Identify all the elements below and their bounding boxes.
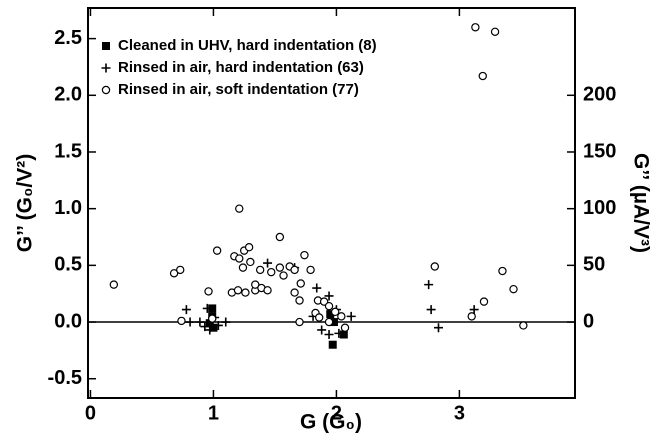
- y-axis-label: G’’ (G₀/V²): [14, 154, 37, 253]
- point: [479, 297, 489, 306]
- point: [498, 266, 507, 276]
- point: [324, 330, 334, 340]
- y-tick-label: 1.0: [54, 197, 82, 219]
- point: [251, 280, 260, 289]
- point: [241, 288, 250, 297]
- point: [490, 27, 500, 37]
- point: [324, 301, 334, 311]
- y-tick-label: -0.5: [48, 367, 82, 389]
- point: [263, 286, 272, 295]
- legend-marker: [102, 42, 110, 50]
- point: [200, 322, 210, 332]
- point: [169, 269, 179, 278]
- point: [337, 312, 346, 321]
- point: [177, 316, 186, 326]
- point: [233, 286, 243, 295]
- point: [315, 313, 324, 322]
- point: [430, 262, 440, 271]
- legend-marker: [101, 85, 111, 95]
- point: [263, 258, 273, 268]
- point: [329, 318, 338, 327]
- point: [204, 287, 213, 296]
- point: [519, 321, 528, 330]
- x-tick-label: 2: [331, 402, 342, 424]
- y-tick-label: 1.5: [54, 140, 82, 162]
- point: [471, 23, 480, 32]
- point: [279, 271, 288, 280]
- point: [295, 296, 304, 305]
- y2-tick-label: 0: [583, 310, 594, 332]
- y-tick-label: 0.0: [54, 310, 82, 332]
- point: [290, 288, 299, 297]
- point: [255, 265, 265, 275]
- point: [109, 280, 119, 289]
- point: [181, 305, 191, 315]
- point: [208, 304, 217, 313]
- point: [328, 340, 337, 349]
- y-tick-label: 2.5: [54, 27, 82, 49]
- legend-label: Cleaned in UHV, hard indentation (8): [118, 37, 377, 54]
- point: [221, 317, 231, 327]
- point: [317, 325, 327, 335]
- point: [208, 314, 217, 323]
- point: [244, 243, 254, 252]
- point: [290, 265, 299, 275]
- point: [324, 317, 334, 327]
- legend-marker: [101, 63, 111, 73]
- y2-tick-label: 100: [583, 197, 616, 219]
- y2-tick-label: 50: [583, 254, 605, 276]
- point: [296, 279, 305, 288]
- point: [433, 323, 443, 333]
- point: [205, 325, 215, 335]
- point: [340, 323, 350, 332]
- point: [275, 263, 285, 272]
- point: [469, 305, 479, 315]
- point: [195, 317, 205, 327]
- x-tick-label: 0: [85, 402, 96, 424]
- point: [209, 323, 218, 332]
- point: [267, 267, 276, 277]
- plot-frame: [87, 7, 576, 399]
- point: [238, 263, 248, 272]
- y2-tick-label: 150: [583, 140, 616, 162]
- point: [509, 284, 518, 294]
- point: [339, 330, 348, 339]
- x-tick-label: 1: [208, 402, 219, 424]
- x-axis-label: G (G₀): [300, 411, 362, 434]
- point: [235, 254, 244, 263]
- point: [467, 312, 476, 321]
- point: [212, 246, 222, 255]
- point: [306, 265, 315, 275]
- y2-tick-label: 200: [583, 84, 616, 106]
- point: [202, 303, 212, 313]
- x-tick-label: 3: [454, 402, 465, 424]
- legend-label: Rinsed in air, soft indentation (77): [118, 81, 359, 98]
- point: [185, 317, 195, 327]
- point: [205, 319, 214, 328]
- point: [235, 204, 244, 213]
- point: [478, 71, 487, 81]
- point: [424, 280, 434, 290]
- point: [275, 232, 285, 242]
- point: [246, 257, 255, 267]
- point: [176, 265, 185, 275]
- y-tick-label: 0.5: [54, 254, 82, 276]
- legend-label: Rinsed in air, hard indentation (63): [118, 59, 364, 76]
- point: [312, 283, 322, 293]
- point: [326, 310, 335, 319]
- y-tick-label: 2.0: [54, 84, 82, 106]
- point: [346, 311, 356, 321]
- point: [324, 291, 334, 301]
- y2-axis-label: G’’ (µA/V³): [629, 153, 652, 253]
- point: [300, 250, 309, 260]
- point: [330, 307, 340, 317]
- point: [213, 320, 223, 330]
- point: [426, 305, 436, 315]
- point: [295, 317, 304, 327]
- point: [334, 328, 344, 338]
